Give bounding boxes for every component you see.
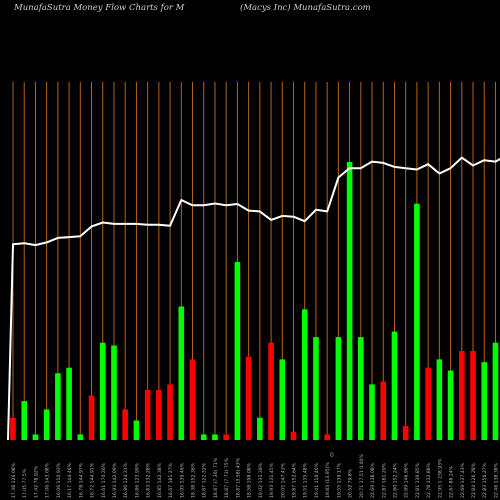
money-flow-bar [77, 434, 84, 440]
x-tick-label: 22.67 88.24% [449, 465, 455, 498]
money-flow-bar [414, 203, 420, 440]
x-tick-label: 16.67 181.27% [168, 462, 174, 498]
x-tick-label: 22.83 156.27% [482, 462, 488, 498]
x-tick-label: 18.87 122.32% [202, 462, 208, 498]
chart-subtitle: (Macys Inc) MunafaSutra.com [240, 3, 371, 13]
x-tick-label: 20.52 79.8% [348, 468, 354, 498]
money-flow-bar [111, 345, 117, 440]
money-flow-bar [55, 373, 61, 440]
x-tick-label: 19.51 135.48% [303, 462, 309, 498]
money-flow-bar [358, 337, 364, 440]
money-flow-bar [189, 359, 196, 440]
x-tick-label: 22.95 1 238.93% [437, 458, 443, 498]
money-flow-bar [470, 351, 476, 440]
x-tick-label: 19.93 131.45% [269, 462, 275, 498]
chart-title: MunafaSutra Money Flow Charts for M [14, 3, 185, 13]
money-flow-bar [223, 434, 229, 440]
x-tick-label: 16.86 124.31% [123, 462, 129, 498]
money-flow-bar [43, 409, 50, 440]
x-tick-label: 16.78 144.97% [78, 462, 84, 498]
x-tick-label: 19.55 139.17% [336, 462, 342, 498]
money-flow-bar [279, 359, 286, 440]
money-flow-bar [335, 337, 342, 440]
money-flow-bar [346, 162, 353, 440]
x-tick-label: 22.81 130.85% [415, 462, 421, 498]
money-flow-bar [313, 337, 319, 440]
axis-zero-marker: 0 [330, 452, 334, 459]
money-flow-bar [234, 262, 241, 440]
x-tick-label: 18.87 (7.36) 71% [213, 457, 219, 498]
x-tick-label: 17.05 77.5% [22, 468, 28, 498]
money-flow-bar [122, 409, 128, 440]
money-flow-bar [245, 356, 252, 440]
money-flow-bar [290, 431, 297, 440]
x-tick-label: 22.69 137.43% [460, 462, 466, 498]
money-flow-bar [200, 434, 207, 440]
money-flow-bar [425, 367, 431, 440]
x-tick-label: 22.80 152.24% [392, 462, 398, 498]
money-flow-bar [257, 417, 263, 440]
money-flow-bar [10, 417, 16, 440]
x-tick-label: 17.42 78.92% [33, 465, 39, 498]
money-flow-bar [402, 426, 409, 440]
money-flow-bar [391, 331, 398, 440]
money-flow-bar [492, 342, 499, 440]
x-tick-label: 19.41 116.46% [314, 462, 320, 498]
x-tick-label: 22.89 146.96% [404, 462, 410, 498]
x-tick-label: 18.38 152.36% [191, 462, 197, 498]
x-tick-label: 16.93 142.09% [112, 462, 118, 498]
money-flow-bar [156, 389, 162, 440]
x-tick-label: 19.02 131.39% [258, 462, 264, 498]
money-flow-bars [10, 162, 499, 440]
money-flow-bar [144, 389, 151, 440]
money-flow-bar [88, 395, 95, 440]
x-tick-label: 22.69 138.08% [370, 462, 376, 498]
x-tick-label: 16.61 170.26% [101, 462, 107, 498]
money-flow-bar [212, 434, 218, 440]
money-flow-bar [268, 342, 274, 440]
x-tick-label: 22.84 126.28% [471, 462, 477, 498]
money-flow-bar [459, 351, 465, 440]
x-tick-label: 16.95 139.46% [179, 462, 185, 498]
x-tick-label: 16.85 142.38% [157, 462, 163, 498]
money-flow-bar [133, 420, 140, 440]
x-tick-label: 16.83 132.28% [146, 462, 152, 498]
money-flow-bar [369, 384, 375, 440]
money-flow-bar [66, 367, 72, 440]
price-line [7, 156, 500, 441]
money-flow-bar [481, 362, 488, 440]
money-flow-bar [380, 381, 387, 440]
money-flow-bar [447, 370, 454, 440]
money-flow-bar [99, 342, 106, 440]
x-tick-label: 20.71 17.51 0.00% [359, 454, 365, 498]
x-tick-label: 22.78 132.88% [426, 462, 432, 498]
price-line-path [7, 156, 500, 441]
money-flow-bar [436, 359, 443, 440]
x-tick-label: 16.86 123.99% [134, 462, 140, 498]
money-flow-bar [301, 309, 308, 440]
x-tick-label: 18.87 (7.73) 75% [224, 457, 230, 498]
money-flow-bar [324, 434, 330, 440]
x-tick-label: 19.87 152.64% [292, 462, 298, 498]
x-tick-label: 18.58 198.08% [247, 462, 253, 498]
x-tick-label: 22.46 138.38% [493, 462, 499, 498]
x-tick-label: 22.87 181.20% [381, 462, 387, 498]
money-flow-bar [32, 434, 39, 440]
money-flow-bar [21, 401, 28, 440]
x-tick-label: 16.06 110.93% [56, 462, 62, 498]
x-tick-label: 18.87 (3.58) 43% [235, 457, 241, 498]
x-tick-label: 19.83 (13.95)% [325, 462, 331, 498]
x-tick-label: 20.05 147.43% [280, 462, 286, 498]
x-tick-label: 17.38 126.08% [11, 462, 17, 498]
x-tick-label: 16.72 144.91% [90, 462, 96, 498]
x-tick-label: 17.06 143.08% [45, 462, 51, 498]
x-axis-labels: 17.38 126.08% 17.05 77.5% 17.42 78.92% 17.0… [11, 454, 499, 498]
money-flow-bar [178, 306, 185, 440]
money-flow-bar [167, 384, 173, 440]
x-tick-label: 16.17 144.46% [67, 462, 73, 498]
